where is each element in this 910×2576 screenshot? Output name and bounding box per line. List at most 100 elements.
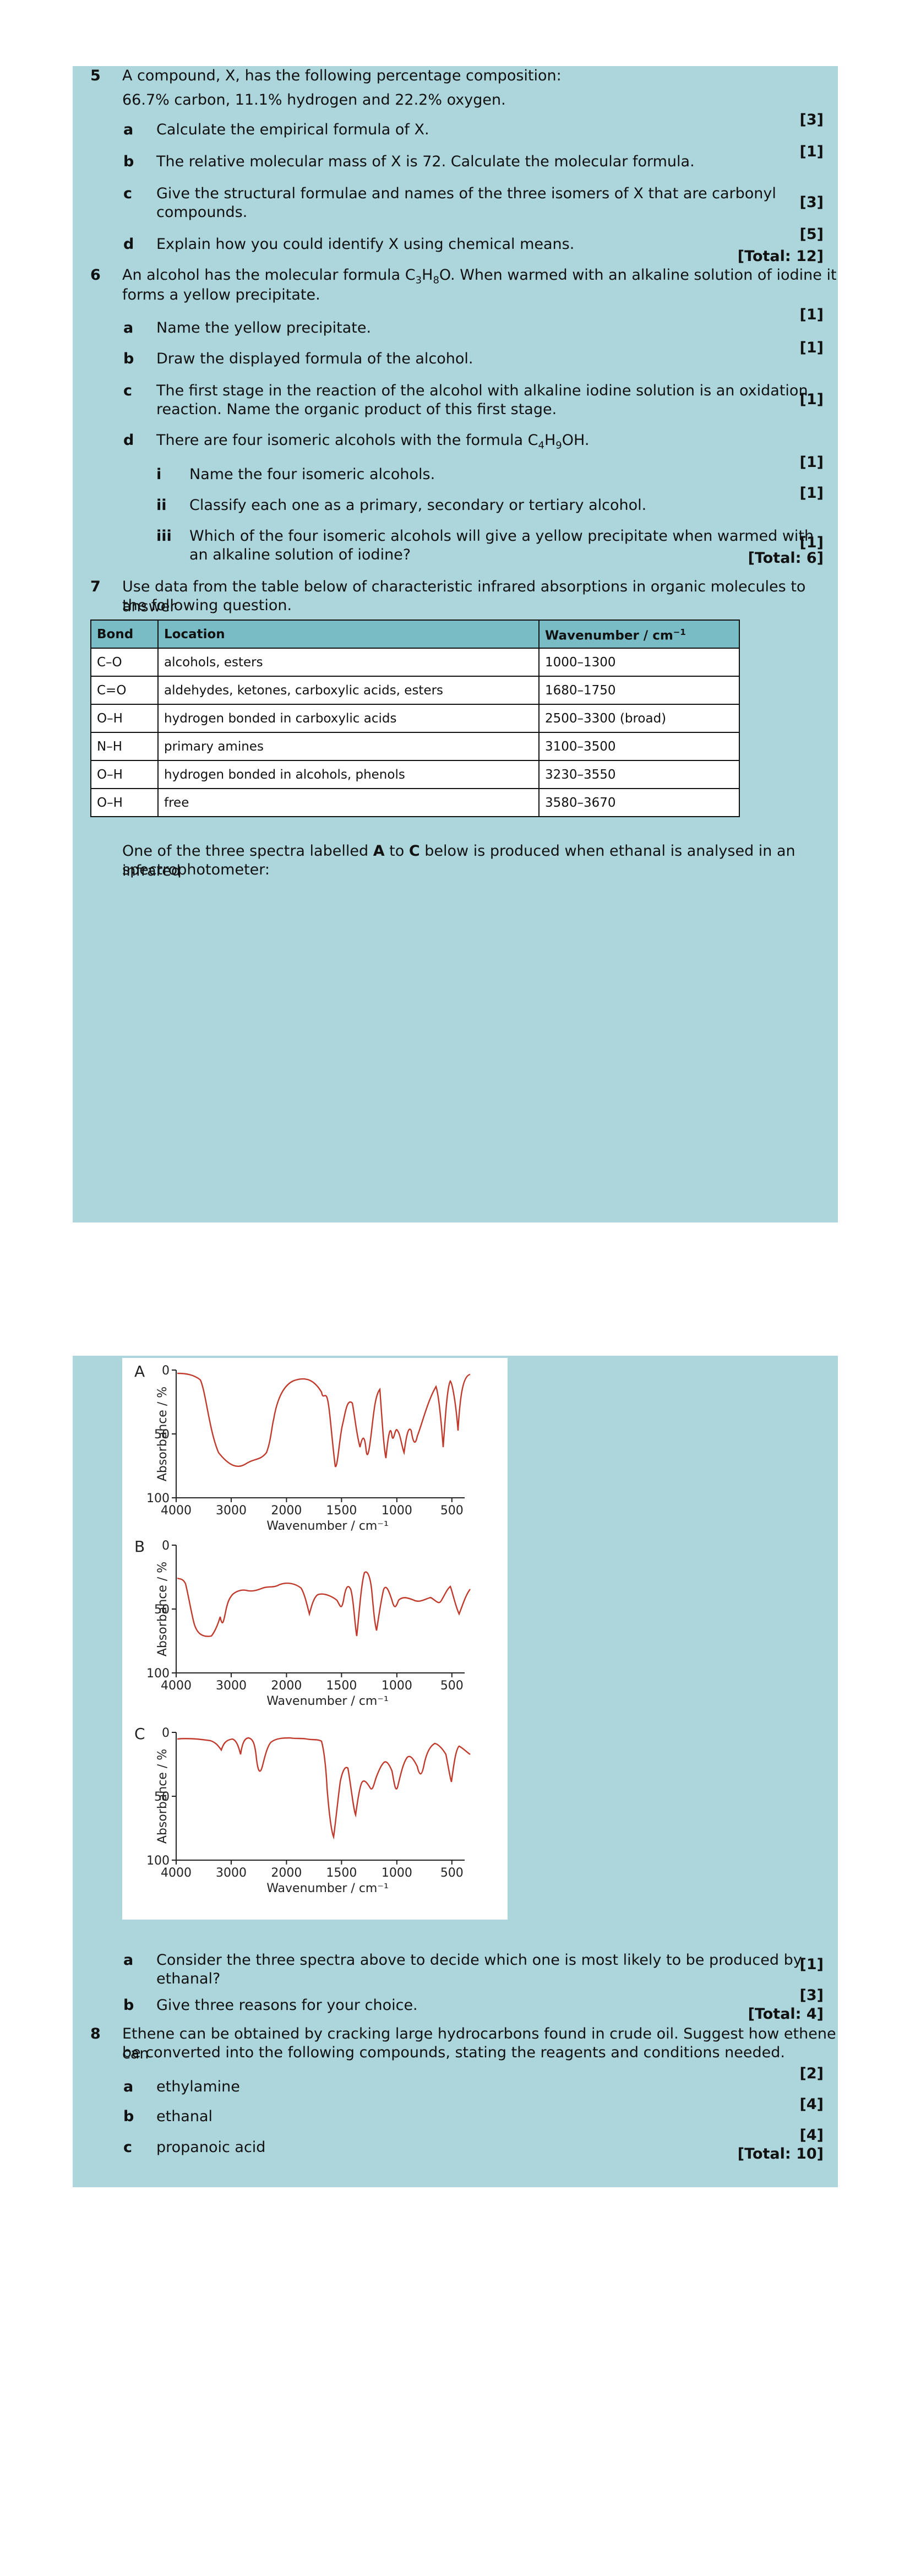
question-text-line: spectrophotometer: xyxy=(122,861,270,878)
spectrum-trace xyxy=(177,1737,471,1840)
x-tick-label: 4000 xyxy=(161,1504,192,1518)
x-tick-label: 4000 xyxy=(161,1866,192,1880)
table-header-wavenumber: Wavenumber / cm−1 xyxy=(538,619,740,649)
part-text: The first stage in the reaction of the a… xyxy=(156,382,808,399)
subpart-label: ii xyxy=(156,497,167,514)
mark: [1] xyxy=(799,534,824,551)
question-stem: A compound, X, has the following percent… xyxy=(122,67,562,84)
question-total: [Total: 4] xyxy=(748,2006,824,2023)
table-cell: O–H xyxy=(90,704,159,733)
subpart-label: i xyxy=(156,466,162,483)
y-tick-label: 100 xyxy=(146,1667,170,1681)
mark: [4] xyxy=(799,2127,824,2144)
question-number: 6 xyxy=(90,267,101,284)
spectrum-label: C xyxy=(134,1725,145,1743)
table-header-bond: Bond xyxy=(90,619,159,649)
y-axis-label: Absorbance / % xyxy=(156,1749,170,1844)
part-label: b xyxy=(123,2108,134,2125)
y-tick-label: 100 xyxy=(146,1854,170,1868)
table-cell: C=O xyxy=(90,676,159,705)
x-tick-label: 2000 xyxy=(271,1679,302,1693)
y-tick-label: 0 xyxy=(162,1726,170,1740)
question-stem: Use data from the table below of charact… xyxy=(122,578,806,615)
y-tick-label: 50 xyxy=(154,1603,170,1617)
part-label: c xyxy=(123,382,133,399)
part-label: a xyxy=(123,2078,134,2095)
table-cell: primary amines xyxy=(157,732,540,761)
table-row: N–H primary amines 3100–3500 xyxy=(90,732,740,761)
question-stem-line: the following question. xyxy=(122,597,292,614)
mark: [1] xyxy=(799,485,824,502)
part-label: d xyxy=(123,236,134,253)
table-cell: alcohols, esters xyxy=(157,648,540,677)
y-tick-label: 50 xyxy=(154,1790,170,1804)
table-cell: hydrogen bonded in alcohols, phenols xyxy=(157,760,540,789)
x-tick-label: 1500 xyxy=(326,1866,357,1880)
part-text: Give the structural formulae and names o… xyxy=(156,185,776,202)
x-tick-label: 500 xyxy=(440,1679,464,1693)
question-number: 8 xyxy=(90,2025,101,2042)
table-header-row: Bond Location Wavenumber / cm−1 xyxy=(90,619,740,649)
part-text-line: compounds. xyxy=(156,204,248,221)
ir-absorption-table: Bond Location Wavenumber / cm−1 C–O alco… xyxy=(90,619,740,817)
subpart-text-line: an alkaline solution of iodine? xyxy=(189,546,411,563)
question-number: 7 xyxy=(90,578,101,595)
part-text: ethylamine xyxy=(156,2078,240,2095)
x-tick-label: 1000 xyxy=(382,1866,412,1880)
table-cell: hydrogen bonded in carboxylic acids xyxy=(157,704,540,733)
table-row: C–O alcohols, esters 1000–1300 xyxy=(90,648,740,677)
x-tick-label: 3000 xyxy=(216,1866,247,1880)
table-cell: O–H xyxy=(90,760,159,789)
mark: [5] xyxy=(799,226,824,243)
question-stem: An alcohol has the molecular formula C3H… xyxy=(122,267,837,286)
table-cell: N–H xyxy=(90,732,159,761)
part-label: a xyxy=(123,121,134,138)
x-tick-label: 1500 xyxy=(326,1504,357,1518)
part-text: The relative molecular mass of X is 72. … xyxy=(156,153,695,170)
x-tick-label: 1500 xyxy=(326,1679,357,1693)
mark: [3] xyxy=(799,1987,824,2004)
mark: [1] xyxy=(799,1956,824,1973)
y-tick-label: 0 xyxy=(162,1539,170,1553)
subpart-label: iii xyxy=(156,528,172,545)
question-total: [Total: 12] xyxy=(737,248,824,265)
mark: [1] xyxy=(799,306,824,323)
x-tick-label: 4000 xyxy=(161,1679,192,1693)
x-tick-label: 1000 xyxy=(382,1679,412,1693)
table-cell: 3100–3500 xyxy=(538,732,740,761)
table-cell: 2500–3300 (broad) xyxy=(538,704,740,733)
mark: [1] xyxy=(799,391,824,408)
mark: [3] xyxy=(799,194,824,211)
y-tick-label: 50 xyxy=(154,1428,170,1442)
question-panel-1: 5 A compound, X, has the following perce… xyxy=(73,66,838,1222)
part-label: c xyxy=(123,185,133,202)
table-cell: 1680–1750 xyxy=(538,676,740,705)
table-row: O–H hydrogen bonded in carboxylic acids … xyxy=(90,704,740,733)
mark: [1] xyxy=(799,454,824,471)
question-total: [Total: 6] xyxy=(748,550,824,567)
x-axis-label: Wavenumber / cm⁻¹ xyxy=(266,1519,389,1533)
part-text: Consider the three spectra above to deci… xyxy=(156,1952,802,1969)
part-text: Name the yellow precipitate. xyxy=(156,319,372,336)
part-label: d xyxy=(123,432,134,449)
part-label: a xyxy=(123,1952,134,1969)
subpart-text: Name the four isomeric alcohols. xyxy=(189,466,435,483)
table-cell: 3230–3550 xyxy=(538,760,740,789)
table-cell: aldehydes, ketones, carboxylic acids, es… xyxy=(157,676,540,705)
question-stem: Ethene can be obtained by cracking large… xyxy=(122,2025,836,2062)
mark: [4] xyxy=(799,2096,824,2113)
part-text: Draw the displayed formula of the alcoho… xyxy=(156,350,473,367)
x-tick-label: 3000 xyxy=(216,1504,247,1518)
spectrum-label: A xyxy=(134,1362,145,1381)
x-tick-label: 2000 xyxy=(271,1504,302,1518)
spectrum-trace xyxy=(177,1571,471,1637)
y-tick-label: 0 xyxy=(162,1364,170,1378)
table-cell: 1000–1300 xyxy=(538,648,740,677)
table-row: O–H hydrogen bonded in alcohols, phenols… xyxy=(90,760,740,789)
y-axis-label: Absorbance / % xyxy=(156,1387,170,1481)
mark: [2] xyxy=(799,2065,824,2082)
x-tick-label: 500 xyxy=(440,1504,464,1518)
part-text: There are four isomeric alcohols with th… xyxy=(156,432,590,452)
y-tick-label: 100 xyxy=(146,1492,170,1506)
ir-spectra-figure: A Absorbance / % 0 50 100 4000 3000 2000 1500 100… xyxy=(122,1358,508,1920)
